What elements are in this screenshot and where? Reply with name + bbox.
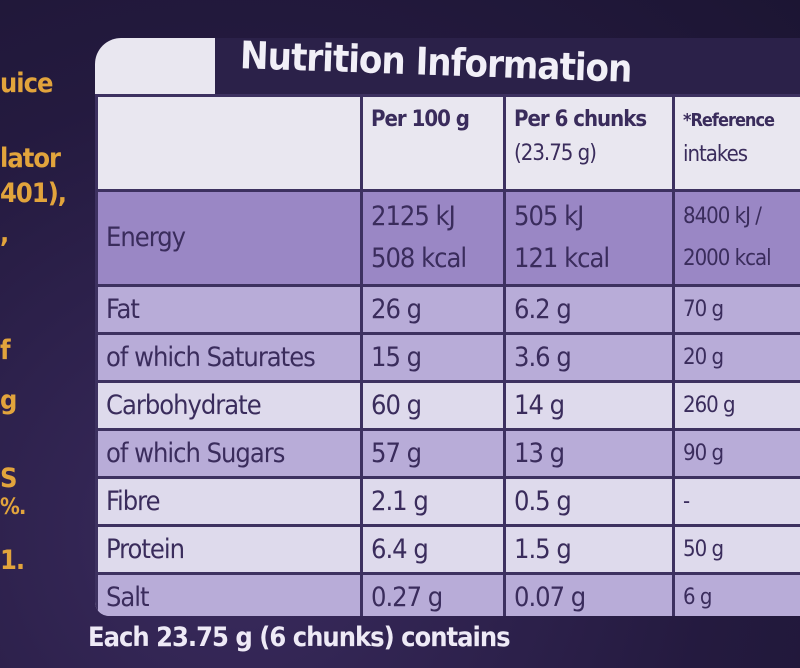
header-ri: *Reference intakes bbox=[672, 94, 800, 192]
header-per6-line2: (23.75 g) bbox=[514, 141, 597, 166]
side-text: 1. bbox=[0, 545, 25, 576]
row-label: Fat bbox=[95, 284, 363, 335]
cell-per6: 0.07 g bbox=[503, 572, 675, 616]
cell-per100: 60 g bbox=[360, 380, 506, 431]
cell-ri: 20 g bbox=[672, 332, 800, 383]
side-text: lator bbox=[0, 143, 61, 174]
value-kcal: 2000 kcal bbox=[683, 246, 772, 271]
row-label: Fibre bbox=[95, 476, 363, 527]
cell-per100: 15 g bbox=[360, 332, 506, 383]
cell-per6: 6.2 g bbox=[503, 284, 675, 335]
row-label: of which Saturates bbox=[95, 332, 363, 383]
side-text: S bbox=[0, 463, 17, 494]
cell-ri: 70 g bbox=[672, 284, 800, 335]
side-text: , bbox=[0, 218, 9, 249]
cell-per6: 13 g bbox=[503, 428, 675, 479]
banner-corner bbox=[95, 38, 215, 98]
value-kj: 505 kJ bbox=[514, 201, 584, 232]
side-text: uice bbox=[0, 68, 53, 99]
table-row: Fat 26 g 6.2 g 70 g bbox=[95, 284, 800, 335]
cell-ri: 8400 kJ / 2000 kcal bbox=[672, 189, 800, 287]
row-label: Carbohydrate bbox=[95, 380, 363, 431]
cell-per6: 1.5 g bbox=[503, 524, 675, 575]
cell-per6: 0.5 g bbox=[503, 476, 675, 527]
header-per6: Per 6 chunks (23.75 g) bbox=[503, 94, 675, 192]
cell-per6: 3.6 g bbox=[503, 332, 675, 383]
header-per100: Per 100 g bbox=[360, 94, 506, 192]
nutrition-panel: Nutrition Information Per 100 g Per 6 ch… bbox=[95, 38, 800, 616]
value-kj: 8400 kJ / bbox=[683, 204, 762, 229]
footer-text: Each 23.75 g (6 chunks) contains bbox=[88, 622, 511, 653]
side-text: 401), bbox=[0, 178, 67, 209]
table-row: of which Saturates 15 g 3.6 g 20 g bbox=[95, 332, 800, 383]
cell-per6: 505 kJ 121 kcal bbox=[503, 189, 675, 287]
row-label: of which Sugars bbox=[95, 428, 363, 479]
side-text: %. bbox=[0, 495, 26, 520]
row-label: Energy bbox=[95, 189, 363, 287]
nutrition-table: Per 100 g Per 6 chunks (23.75 g) *Referen… bbox=[95, 94, 800, 616]
cell-per100: 2.1 g bbox=[360, 476, 506, 527]
cell-per100: 26 g bbox=[360, 284, 506, 335]
row-label: Protein bbox=[95, 524, 363, 575]
cell-ri: 90 g bbox=[672, 428, 800, 479]
header-ri-line1: *Reference bbox=[683, 110, 775, 131]
cell-per6: 14 g bbox=[503, 380, 675, 431]
value-kcal: 121 kcal bbox=[514, 243, 610, 274]
cell-ri: 260 g bbox=[672, 380, 800, 431]
table-row: Carbohydrate 60 g 14 g 260 g bbox=[95, 380, 800, 431]
header-per6-line1: Per 6 chunks bbox=[514, 107, 647, 132]
side-text: f bbox=[0, 335, 11, 366]
header-ri-line2: intakes bbox=[683, 142, 748, 167]
row-label: Salt bbox=[95, 572, 363, 616]
cell-per100: 6.4 g bbox=[360, 524, 506, 575]
value-kcal: 508 kcal bbox=[371, 243, 467, 274]
value-kj: 2125 kJ bbox=[371, 201, 456, 232]
cell-per100: 0.27 g bbox=[360, 572, 506, 616]
side-text: g bbox=[0, 385, 17, 416]
table-row: of which Sugars 57 g 13 g 90 g bbox=[95, 428, 800, 479]
header-row: Per 100 g Per 6 chunks (23.75 g) *Referen… bbox=[95, 94, 800, 192]
cell-ri: - bbox=[672, 476, 800, 527]
table-row: Protein 6.4 g 1.5 g 50 g bbox=[95, 524, 800, 575]
cell-ri: 6 g bbox=[672, 572, 800, 616]
cell-ri: 50 g bbox=[672, 524, 800, 575]
table-row-energy: Energy 2125 kJ 508 kcal 505 kJ 121 kcal 84… bbox=[95, 189, 800, 287]
table-row: Fibre 2.1 g 0.5 g- bbox=[95, 476, 800, 527]
cell-per100: 57 g bbox=[360, 428, 506, 479]
cell-per100: 2125 kJ 508 kcal bbox=[360, 189, 506, 287]
header-empty bbox=[95, 94, 363, 192]
